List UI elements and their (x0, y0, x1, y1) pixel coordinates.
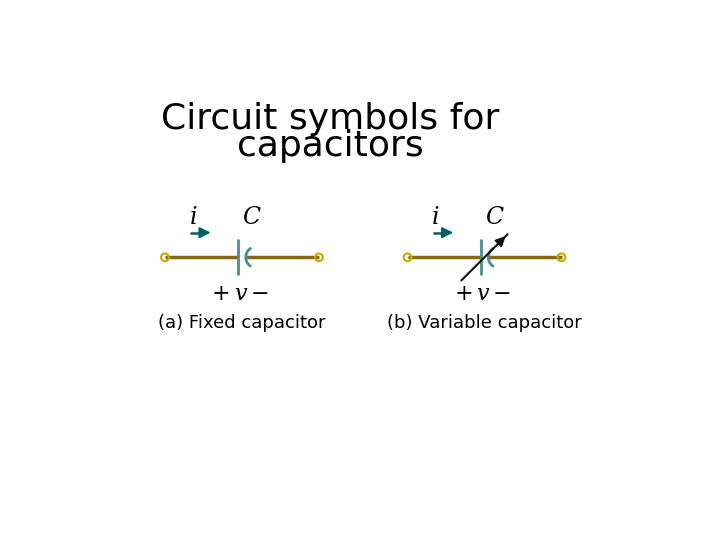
Text: C: C (242, 206, 260, 229)
Text: v: v (234, 284, 247, 305)
Text: +: + (212, 284, 230, 305)
Text: i: i (432, 206, 440, 229)
Text: +: + (454, 284, 473, 305)
Text: −: − (251, 284, 269, 305)
Text: v: v (477, 284, 490, 305)
Text: capacitors: capacitors (237, 129, 424, 163)
Text: Circuit symbols for: Circuit symbols for (161, 102, 500, 136)
Text: (b) Variable capacitor: (b) Variable capacitor (387, 314, 582, 332)
Text: i: i (189, 206, 197, 229)
Text: −: − (493, 284, 511, 305)
Text: C: C (485, 206, 503, 229)
Text: (a) Fixed capacitor: (a) Fixed capacitor (158, 314, 325, 332)
